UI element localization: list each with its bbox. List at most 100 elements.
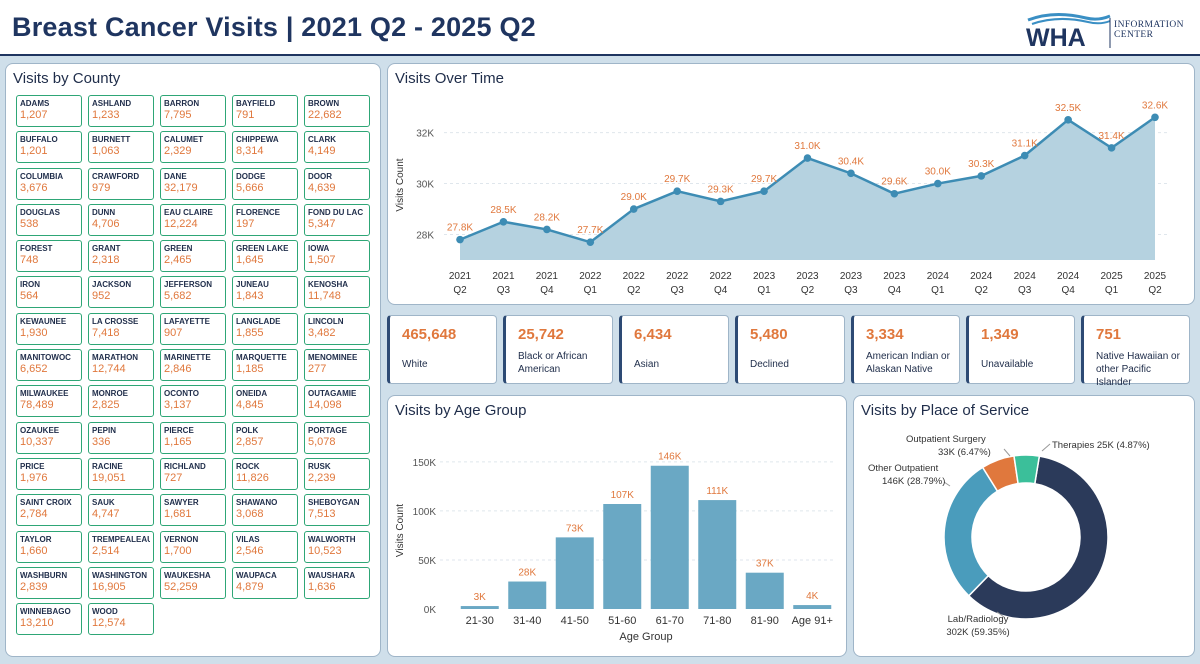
county-card-lafayette[interactable]: LAFAYETTE 907	[160, 312, 226, 345]
county-card-waushara[interactable]: WAUSHARA 1,636	[304, 566, 370, 599]
slice-label-value: 302K (59.35%)	[946, 627, 1009, 638]
bar[interactable]	[745, 572, 784, 609]
county-card-outagamie[interactable]: OUTAGAMIE 14,098	[304, 385, 370, 418]
data-point[interactable]	[586, 238, 595, 246]
bar[interactable]	[603, 504, 642, 609]
county-card-buffalo[interactable]: BUFFALO 1,201	[16, 131, 82, 164]
county-card-trempealeau[interactable]: TREMPEALEAU 2,514	[88, 530, 154, 563]
county-card-eau-claire[interactable]: EAU CLAIRE 12,224	[160, 203, 226, 236]
data-point[interactable]	[803, 154, 812, 162]
county-card-ozaukee[interactable]: OZAUKEE 10,337	[16, 421, 82, 454]
county-card-monroe[interactable]: MONROE 2,825	[88, 385, 154, 418]
county-card-manitowoc[interactable]: MANITOWOC 6,652	[16, 349, 82, 382]
county-card-wood[interactable]: WOOD 12,574	[88, 603, 154, 636]
county-card-dodge[interactable]: DODGE 5,666	[232, 167, 298, 200]
data-point[interactable]	[1064, 116, 1072, 124]
data-point[interactable]	[543, 225, 551, 234]
county-card-clark[interactable]: CLARK 4,149	[304, 131, 370, 164]
data-point[interactable]	[499, 217, 508, 226]
county-card-bayfield[interactable]: BAYFIELD 791	[232, 95, 298, 127]
county-card-brown[interactable]: BROWN 22,682	[304, 95, 370, 127]
donut-slice-therapies[interactable]	[1013, 454, 1041, 485]
county-card-waukesha[interactable]: WAUKESHA 52,259	[160, 566, 226, 599]
county-card-fond-du-lac[interactable]: FOND DU LAC 5,347	[304, 203, 370, 236]
bar[interactable]	[698, 500, 737, 609]
bar[interactable]	[650, 465, 689, 609]
data-point[interactable]	[629, 205, 638, 213]
county-card-green-lake[interactable]: GREEN LAKE 1,645	[232, 240, 298, 273]
county-card-sawyer[interactable]: SAWYER 1,681	[160, 494, 226, 527]
data-point[interactable]	[934, 179, 942, 188]
bar[interactable]	[508, 581, 547, 609]
county-card-lincoln[interactable]: LINCOLN 3,482	[304, 312, 370, 345]
data-point[interactable]	[847, 169, 855, 178]
county-card-marinette[interactable]: MARINETTE 2,846	[160, 349, 226, 382]
data-point[interactable]	[760, 187, 768, 195]
county-card-kewaunee[interactable]: KEWAUNEE 1,930	[16, 312, 82, 345]
county-card-waupaca[interactable]: WAUPACA 4,879	[232, 566, 298, 599]
county-card-vernon[interactable]: VERNON 1,700	[160, 530, 226, 563]
county-card-sauk[interactable]: SAUK 4,747	[88, 494, 154, 527]
county-card-shawano[interactable]: SHAWANO 3,068	[232, 494, 298, 527]
data-point[interactable]	[977, 172, 986, 180]
county-card-crawford[interactable]: CRAWFORD 979	[88, 167, 154, 200]
data-point[interactable]	[1151, 113, 1159, 122]
county-card-vilas[interactable]: VILAS 2,546	[232, 530, 298, 563]
county-card-chippewa[interactable]: CHIPPEWA 8,314	[232, 131, 298, 164]
county-card-calumet[interactable]: CALUMET 2,329	[160, 131, 226, 164]
county-card-portage[interactable]: PORTAGE 5,078	[304, 421, 370, 454]
county-card-ashland[interactable]: ASHLAND 1,233	[88, 95, 154, 127]
data-point[interactable]	[890, 189, 899, 198]
county-card-milwaukee[interactable]: MILWAUKEE 78,489	[16, 385, 82, 418]
county-card-jackson[interactable]: JACKSON 952	[88, 276, 154, 309]
county-card-taylor[interactable]: TAYLOR 1,660	[16, 530, 82, 563]
county-card-pierce[interactable]: PIERCE 1,165	[160, 421, 226, 454]
county-card-la-crosse[interactable]: LA CROSSE 7,418	[88, 312, 154, 345]
bar[interactable]	[460, 606, 499, 609]
county-card-marathon[interactable]: MARATHON 12,744	[88, 349, 154, 382]
data-point[interactable]	[673, 187, 681, 195]
county-card-iron[interactable]: IRON 564	[16, 276, 82, 309]
county-card-rock[interactable]: ROCK 11,826	[232, 457, 298, 490]
county-card-florence[interactable]: FLORENCE 197	[232, 203, 298, 236]
donut-slice-lab-radiology[interactable]	[967, 455, 1109, 620]
county-card-iowa[interactable]: IOWA 1,507	[304, 240, 370, 273]
county-card-winnebago[interactable]: WINNEBAGO 13,210	[16, 603, 82, 636]
county-card-door[interactable]: DOOR 4,639	[304, 167, 370, 200]
county-card-douglas[interactable]: DOUGLAS 538	[16, 203, 82, 236]
county-card-washburn[interactable]: WASHBURN 2,839	[16, 566, 82, 599]
county-card-columbia[interactable]: COLUMBIA 3,676	[16, 167, 82, 200]
county-card-saint-croix[interactable]: SAINT CROIX 2,784	[16, 494, 82, 527]
county-card-rusk[interactable]: RUSK 2,239	[304, 457, 370, 490]
county-card-sheboygan[interactable]: SHEBOYGAN 7,513	[304, 494, 370, 527]
county-card-dunn[interactable]: DUNN 4,706	[88, 203, 154, 236]
county-card-walworth[interactable]: WALWORTH 10,523	[304, 530, 370, 563]
county-card-green[interactable]: GREEN 2,465	[160, 240, 226, 273]
county-card-price[interactable]: PRICE 1,976	[16, 457, 82, 490]
county-card-oconto[interactable]: OCONTO 3,137	[160, 385, 226, 418]
county-card-pepin[interactable]: PEPIN 336	[88, 421, 154, 454]
county-card-marquette[interactable]: MARQUETTE 1,185	[232, 349, 298, 382]
county-card-grant[interactable]: GRANT 2,318	[88, 240, 154, 273]
county-card-barron[interactable]: BARRON 7,795	[160, 95, 226, 127]
county-card-menominee[interactable]: MENOMINEE 277	[304, 349, 370, 382]
county-card-adams[interactable]: ADAMS 1,207	[16, 95, 82, 127]
data-point[interactable]	[716, 197, 725, 206]
bar[interactable]	[793, 605, 832, 609]
data-point[interactable]	[456, 235, 464, 244]
county-card-richland[interactable]: RICHLAND 727	[160, 457, 226, 490]
county-card-langlade[interactable]: LANGLADE 1,855	[232, 312, 298, 345]
county-card-forest[interactable]: FOREST 748	[16, 240, 82, 273]
county-card-polk[interactable]: POLK 2,857	[232, 421, 298, 454]
county-card-jefferson[interactable]: JEFFERSON 5,682	[160, 276, 226, 309]
county-card-washington[interactable]: WASHINGTON 16,905	[88, 566, 154, 599]
county-card-dane[interactable]: DANE 32,179	[160, 167, 226, 200]
county-card-oneida[interactable]: ONEIDA 4,845	[232, 385, 298, 418]
county-card-burnett[interactable]: BURNETT 1,063	[88, 131, 154, 164]
county-card-racine[interactable]: RACINE 19,051	[88, 457, 154, 490]
data-point[interactable]	[1107, 144, 1116, 152]
county-card-kenosha[interactable]: KENOSHA 11,748	[304, 276, 370, 309]
county-card-juneau[interactable]: JUNEAU 1,843	[232, 276, 298, 309]
data-point[interactable]	[1020, 151, 1029, 160]
bar[interactable]	[555, 537, 594, 609]
